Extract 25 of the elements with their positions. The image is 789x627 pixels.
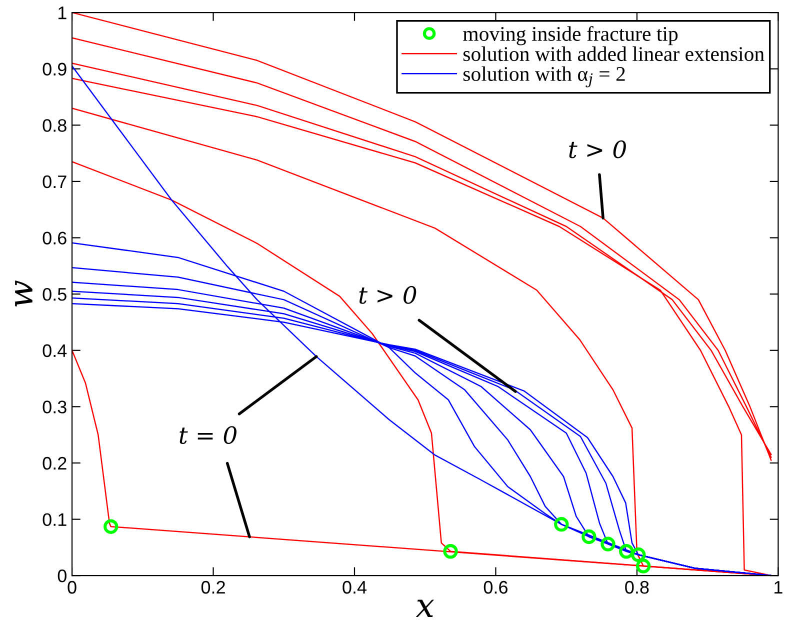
y-tick-label: 0.1 bbox=[42, 513, 66, 526]
y-tick-label: 0.9 bbox=[42, 62, 66, 76]
y-tick-label: 0.7 bbox=[42, 175, 66, 188]
annotation: t > 0 bbox=[569, 140, 626, 158]
y-tick-label: 0.6 bbox=[42, 232, 66, 244]
x-tick-label: 1 bbox=[774, 581, 782, 594]
annotation: t > 0 bbox=[359, 286, 416, 304]
x-tick-label: 0.2 bbox=[201, 580, 225, 594]
x-tick-label: 0.8 bbox=[625, 580, 649, 594]
y-tick-label: 0.5 bbox=[42, 288, 66, 301]
x-tick-label: 0.4 bbox=[342, 580, 367, 594]
legend-label: moving inside fracture tip bbox=[463, 26, 678, 46]
y-axis-title: w bbox=[15, 280, 32, 306]
x-tick-label: 0.6 bbox=[484, 580, 508, 594]
y-tick-label: 0.2 bbox=[42, 456, 66, 470]
y-tick-label: 0.3 bbox=[42, 400, 66, 414]
legend-label: solution with added linear extension bbox=[463, 46, 764, 62]
y-tick-label: 0 bbox=[58, 570, 66, 582]
y-tick-label: 1 bbox=[58, 6, 66, 20]
y-tick-label: 0.8 bbox=[42, 119, 66, 132]
y-tick-label: 0.4 bbox=[42, 344, 67, 358]
annotation: t = 0 bbox=[180, 426, 236, 444]
legend-label: solution with α$_{j}$ = 2 bbox=[463, 66, 625, 88]
x-axis-title: x bbox=[416, 600, 434, 618]
x-tick-label: 0 bbox=[68, 580, 76, 594]
